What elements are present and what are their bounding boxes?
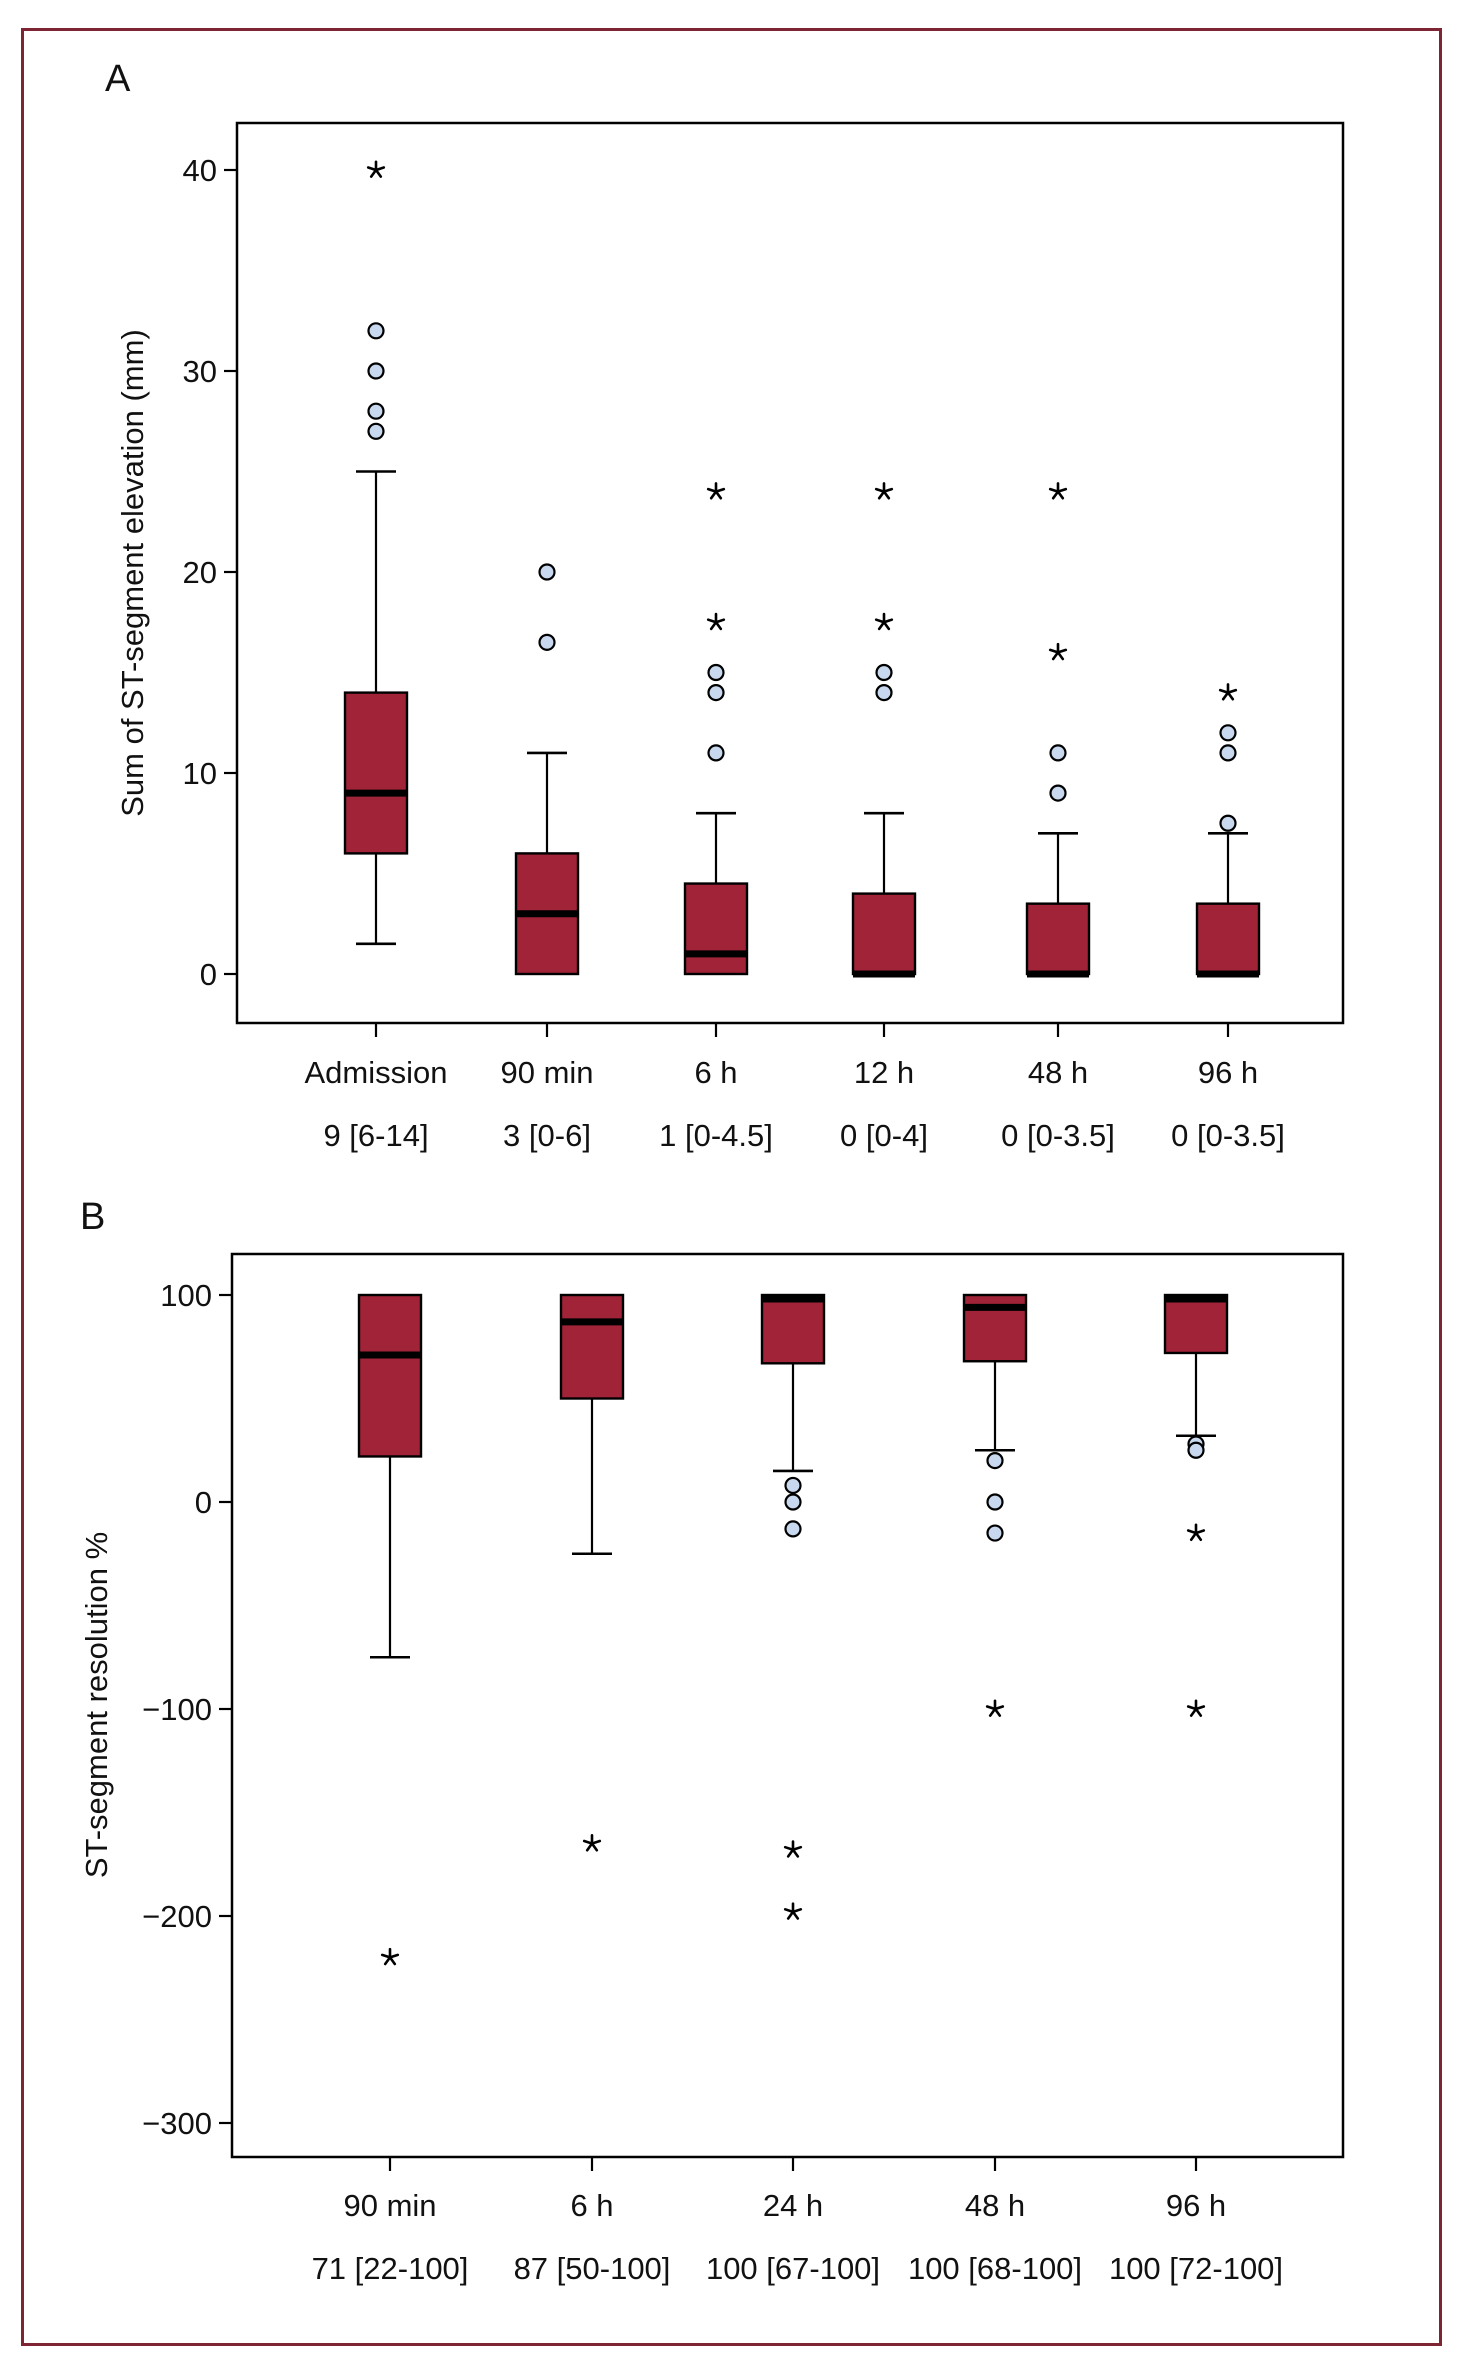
extreme-asterisk (783, 1840, 803, 1858)
iqr-box (357, 1293, 423, 1458)
y-tick-label: 10 (183, 756, 217, 791)
extreme-asterisk (1186, 1699, 1206, 1717)
extreme-asterisk (1218, 683, 1238, 701)
category-label: Admission (305, 1055, 448, 1090)
extreme-asterisk (366, 160, 386, 178)
iqr-box (1163, 1293, 1229, 1355)
outlier-circle (707, 744, 725, 762)
plot-border (230, 1252, 1345, 2159)
y-tick-label: 100 (160, 1278, 212, 1313)
category-label: 48 h (1028, 1055, 1088, 1090)
extreme-asterisk (1048, 642, 1068, 661)
category-label: 48 h (965, 2188, 1025, 2223)
y-tick-label: −100 (142, 1692, 212, 1727)
median-iqr-label: 1 [0-4.5] (659, 1118, 773, 1153)
iqr-box (1025, 902, 1091, 976)
outlier-circle (1049, 784, 1067, 802)
extreme-asterisk (985, 1699, 1005, 1717)
y-tick-label: 20 (183, 555, 217, 590)
y-tick-label: 40 (183, 153, 217, 188)
iqr-box (683, 882, 749, 976)
extreme-asterisk (1048, 482, 1068, 500)
median-iqr-label: 71 [22-100] (312, 2251, 469, 2286)
outlier-circle (1219, 724, 1237, 742)
category-label: 6 h (694, 1055, 737, 1090)
extreme-asterisk (706, 612, 726, 631)
median-iqr-label: 0 [0-3.5] (1001, 1118, 1115, 1153)
extreme-asterisk (874, 612, 894, 631)
outlier-circle (367, 402, 385, 420)
y-tick-label: 0 (200, 957, 217, 992)
extreme-asterisk (874, 482, 894, 500)
median-iqr-label: 100 [72-100] (1109, 2251, 1283, 2286)
category-label: 96 h (1166, 2188, 1226, 2223)
category-label: 12 h (854, 1055, 914, 1090)
outlier-circle (707, 683, 725, 702)
extreme-asterisk (582, 1834, 602, 1852)
panel-a-y-axis-title: Sum of ST-segment elevation (mm) (115, 329, 150, 817)
outlier-circle (538, 633, 556, 651)
extreme-asterisk (783, 1902, 803, 1920)
median-iqr-label: 3 [0-6] (503, 1118, 591, 1153)
iqr-box (851, 892, 917, 976)
outlier-circle (1219, 814, 1237, 832)
iqr-box (343, 691, 409, 855)
outlier-circle (367, 362, 385, 380)
category-label: 96 h (1198, 1055, 1258, 1090)
outlier-circle (1049, 744, 1067, 762)
plot-border (235, 121, 1345, 1025)
outlier-circle (707, 663, 725, 682)
iqr-box (1195, 902, 1261, 976)
median-iqr-label: 0 [0-4] (840, 1118, 928, 1153)
median-iqr-label: 87 [50-100] (514, 2251, 671, 2286)
outlier-circle (875, 663, 893, 682)
y-tick-label: −300 (142, 2106, 212, 2141)
y-tick-label: −200 (142, 1899, 212, 1934)
panel-b-label: B (80, 1196, 106, 1238)
median-iqr-label: 100 [67-100] (706, 2251, 880, 2286)
y-tick-label: 30 (183, 354, 217, 389)
outlier-circle (784, 1520, 802, 1538)
extreme-asterisk (1186, 1523, 1206, 1541)
outlier-circle (784, 1493, 802, 1511)
extreme-asterisk (706, 482, 726, 500)
iqr-box (760, 1293, 826, 1365)
category-label: 24 h (763, 2188, 823, 2223)
median-iqr-label: 100 [68-100] (908, 2251, 1082, 2286)
outlier-circle (784, 1476, 802, 1495)
median-iqr-label: 0 [0-3.5] (1171, 1118, 1285, 1153)
outlier-circle (367, 322, 385, 340)
category-label: 90 min (500, 1055, 593, 1090)
outlier-circle (986, 1451, 1004, 1470)
extreme-asterisk (380, 1947, 400, 1966)
outlier-circle (875, 683, 893, 702)
outlier-circle (1219, 744, 1237, 762)
outlier-circle (986, 1524, 1004, 1542)
category-label: 6 h (570, 2188, 613, 2223)
panel-b-y-axis-title: ST-segment resolution % (79, 1531, 114, 1879)
outlier-circle (538, 563, 556, 581)
outlier-circle (367, 422, 385, 440)
y-tick-label: 0 (195, 1485, 212, 1520)
panel-a-label: A (105, 58, 131, 100)
outlier-circle (986, 1493, 1004, 1511)
category-label: 90 min (343, 2188, 436, 2223)
iqr-box (559, 1293, 625, 1400)
outlier-circle (1187, 1441, 1205, 1459)
median-iqr-label: 9 [6-14] (323, 1118, 428, 1153)
